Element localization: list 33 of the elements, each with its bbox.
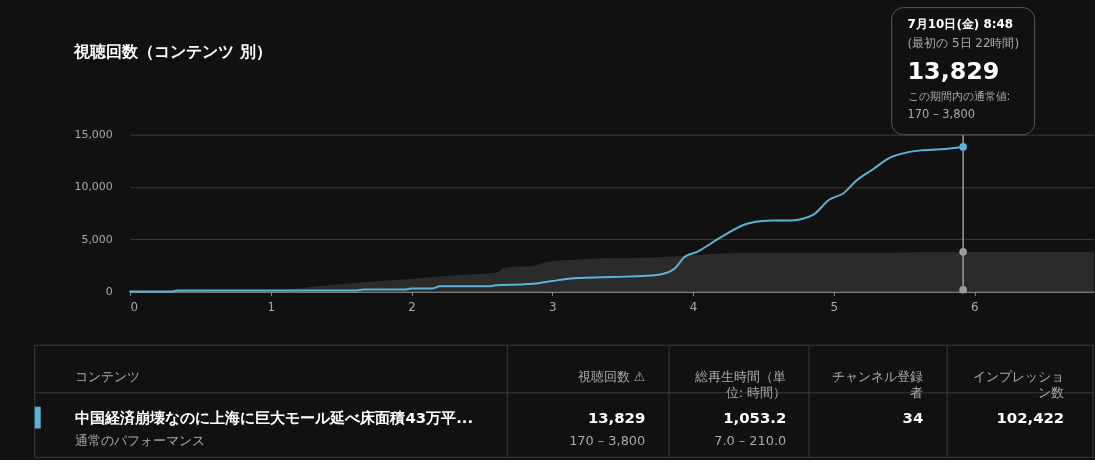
chart-title: 視聴回数（コンテンツ 別） xyxy=(73,42,272,62)
text: 13,829 xyxy=(587,408,646,427)
text: 170 – 3,800 xyxy=(569,433,646,449)
x-tick-label: 6 xyxy=(971,299,979,314)
point xyxy=(959,143,967,151)
text: 視聴回数 ⚠ xyxy=(577,368,646,384)
x-tick-label: 1 xyxy=(267,299,276,314)
text: (最初の 5日 22時間) xyxy=(907,36,1020,51)
text: 34 xyxy=(902,408,924,427)
text: 13,829 xyxy=(907,57,1000,86)
x-tick-label: 5 xyxy=(830,299,838,314)
text: チャンネル登録者 xyxy=(832,368,924,400)
point xyxy=(959,247,967,256)
text: この期間内の通常値: xyxy=(907,88,1011,103)
legend-label: 中国経済崩壊なのに上海に巨大モール延べ床面積43万平... xyxy=(75,408,474,427)
text: 170 – 3,800 xyxy=(907,106,975,121)
x-tick-label: 4 xyxy=(689,299,698,314)
text: 7.0 – 210.0 xyxy=(714,433,787,449)
text: インプレッション数 xyxy=(973,368,1065,400)
text: 7月10日(金) 8:48 xyxy=(907,17,1014,32)
text: コンテンツ xyxy=(75,368,141,384)
text: 通常のパフォーマンス xyxy=(75,433,206,449)
point xyxy=(959,285,967,294)
text: 1,053.2 xyxy=(723,408,787,427)
x-tick-label: 3 xyxy=(548,299,557,314)
x-tick-label: 0 xyxy=(130,299,139,314)
x-tick-label: 2 xyxy=(408,299,416,314)
text: 102,422 xyxy=(996,408,1065,427)
y-tick-label: 5,000 xyxy=(81,232,113,246)
y-tick-label: 15,000 xyxy=(74,128,113,142)
text: 総再生時間（単位: 時間） xyxy=(694,368,787,400)
y-tick-label: 0 xyxy=(105,285,113,299)
y-tick-label: 10,000 xyxy=(74,180,113,194)
